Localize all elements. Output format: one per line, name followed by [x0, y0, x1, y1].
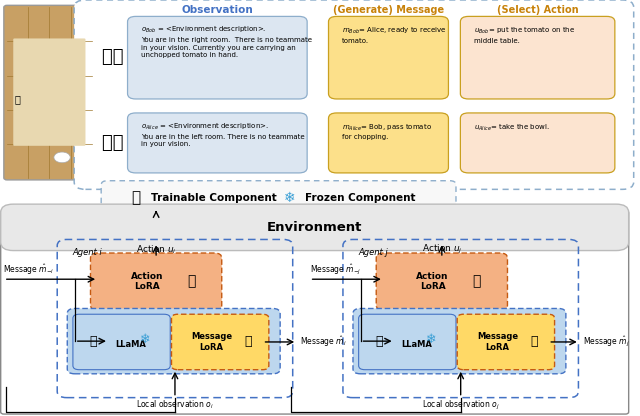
FancyBboxPatch shape	[127, 113, 307, 173]
FancyBboxPatch shape	[4, 5, 95, 180]
FancyBboxPatch shape	[457, 314, 555, 370]
Text: Action
LoRA: Action LoRA	[416, 272, 449, 291]
Circle shape	[54, 152, 70, 163]
FancyBboxPatch shape	[101, 181, 456, 215]
Text: Action
LoRA: Action LoRA	[131, 272, 163, 291]
Text: $m_{Bob}$= Alice, ready to receive
tomato.: $m_{Bob}$= Alice, ready to receive tomat…	[342, 26, 447, 44]
Text: 🔥: 🔥	[187, 275, 195, 289]
Text: Action $u_j$: Action $u_j$	[422, 243, 462, 256]
Text: Trainable Component: Trainable Component	[152, 193, 277, 203]
Text: Frozen Component: Frozen Component	[305, 193, 416, 203]
Text: ⭐: ⭐	[15, 94, 20, 104]
Text: (Select) Action: (Select) Action	[497, 5, 579, 15]
FancyBboxPatch shape	[1, 204, 628, 250]
Text: 🔥: 🔥	[131, 190, 140, 205]
FancyBboxPatch shape	[73, 314, 170, 370]
Text: Message $\hat{m}_{-i}$: Message $\hat{m}_{-i}$	[3, 262, 54, 277]
FancyBboxPatch shape	[67, 309, 280, 374]
Text: ❄: ❄	[426, 333, 436, 347]
Text: Message
LoRA: Message LoRA	[477, 332, 518, 352]
FancyBboxPatch shape	[172, 314, 269, 370]
Text: Message $\hat{m}_{-j}$: Message $\hat{m}_{-j}$	[310, 262, 361, 277]
FancyBboxPatch shape	[90, 253, 221, 310]
Text: ❄: ❄	[140, 333, 150, 347]
FancyBboxPatch shape	[74, 0, 634, 189]
Text: 🦙: 🦙	[375, 335, 383, 349]
FancyBboxPatch shape	[328, 16, 449, 99]
Text: Agent i: Agent i	[73, 248, 102, 257]
Text: Observation: Observation	[182, 5, 253, 15]
Text: Action $u_i$: Action $u_i$	[136, 243, 177, 256]
Text: Message $\hat{m}_j$: Message $\hat{m}_j$	[583, 335, 630, 349]
Text: Message
LoRA: Message LoRA	[191, 332, 232, 352]
Text: 👨‍🍳: 👨‍🍳	[102, 49, 124, 67]
Text: Environment: Environment	[267, 221, 362, 234]
Text: Local observation $o_i$: Local observation $o_i$	[136, 399, 214, 411]
Text: 🔥: 🔥	[472, 275, 481, 289]
FancyBboxPatch shape	[460, 16, 615, 99]
Text: LLaMA: LLaMA	[401, 339, 432, 349]
FancyBboxPatch shape	[376, 253, 508, 310]
FancyBboxPatch shape	[328, 113, 449, 173]
FancyBboxPatch shape	[13, 38, 86, 146]
Text: $o_{Bob}$ = <Environment description>.
You are in the right room.  There is no t: $o_{Bob}$ = <Environment description>. Y…	[141, 25, 312, 59]
Text: Agent j: Agent j	[358, 248, 388, 257]
Text: LLaMA: LLaMA	[116, 339, 147, 349]
FancyBboxPatch shape	[460, 113, 615, 173]
Text: $o_{Alice}$ = <Environment description>.
You are in the left room. There is no t: $o_{Alice}$ = <Environment description>.…	[141, 121, 305, 147]
Text: ❄: ❄	[284, 191, 296, 205]
Text: Message $\hat{m}_i$: Message $\hat{m}_i$	[300, 335, 347, 349]
Text: (Generate) Message: (Generate) Message	[333, 5, 444, 15]
Text: $u_{Alice}$= take the bowl.: $u_{Alice}$= take the bowl.	[474, 122, 549, 133]
Text: 👩‍🍳: 👩‍🍳	[102, 134, 124, 152]
Text: 🔥: 🔥	[244, 335, 252, 349]
Text: 🦙: 🦙	[89, 335, 97, 349]
FancyBboxPatch shape	[353, 309, 566, 374]
FancyBboxPatch shape	[127, 16, 307, 99]
Text: $m_{Alice}$= Bob, pass tomato
for chopping.: $m_{Alice}$= Bob, pass tomato for choppi…	[342, 122, 431, 140]
FancyBboxPatch shape	[358, 314, 456, 370]
Text: 🔥: 🔥	[530, 335, 538, 349]
Text: Local observation $o_j$: Local observation $o_j$	[422, 399, 500, 412]
Text: $u_{Bob}$= put the tomato on the
middle table.: $u_{Bob}$= put the tomato on the middle …	[474, 26, 575, 44]
